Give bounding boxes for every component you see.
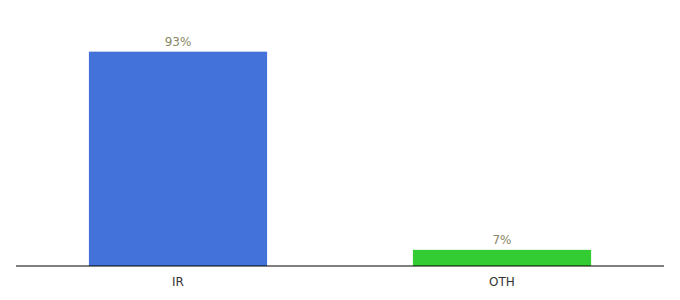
x-tick-label: OTH (489, 275, 515, 289)
x-axis-line (16, 265, 664, 266)
data-label: 93% (165, 35, 192, 49)
bar (89, 52, 267, 266)
x-tick-label: IR (172, 275, 184, 289)
bar (413, 250, 591, 266)
chart: 93% 7% IR OTH (0, 0, 680, 300)
bars (89, 52, 591, 266)
chart-container: 93% 7% IR OTH (0, 0, 680, 300)
data-label: 7% (492, 233, 511, 247)
